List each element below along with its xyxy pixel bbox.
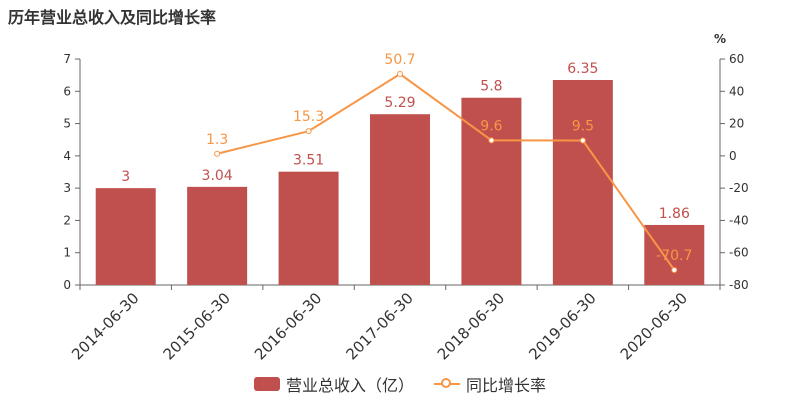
bar-value-label: 1.86	[659, 206, 690, 222]
legend-swatch-revenue	[253, 377, 280, 391]
y-left-tick-label: 4	[63, 149, 71, 163]
bar	[187, 186, 248, 285]
legend: 营业总收入（亿） 同比增长率	[0, 372, 800, 396]
x-tick-label: 2014-06-30	[68, 289, 142, 363]
legend-label-growth: 同比增长率	[466, 376, 547, 395]
y-right-unit-label: %	[714, 32, 726, 46]
growth-value-label: 9.6	[480, 118, 502, 134]
legend-item-growth[interactable]: 同比增长率	[434, 372, 546, 396]
legend-item-revenue[interactable]: 营业总收入（亿）	[253, 372, 414, 396]
bar	[370, 114, 430, 285]
chart-title: 历年营业总收入及同比增长率	[8, 8, 217, 27]
legend-swatch-growth	[434, 377, 460, 391]
x-tick-label: 2016-06-30	[251, 289, 325, 363]
bar	[95, 188, 156, 285]
x-tick-label: 2020-06-30	[617, 289, 691, 363]
growth-point	[579, 137, 586, 144]
bar-value-label: 6.35	[567, 61, 598, 77]
y-right-tick-label: -20	[729, 181, 749, 195]
growth-point	[488, 137, 495, 144]
growth-point	[671, 266, 678, 273]
bar-value-label: 3.51	[293, 153, 324, 169]
growth-value-label: 9.5	[572, 119, 594, 135]
growth-value-label: 50.7	[384, 52, 415, 68]
y-left-tick-label: 5	[63, 117, 71, 131]
y-right-tick-label: 60	[729, 52, 744, 66]
x-tick-label: 2017-06-30	[342, 289, 416, 363]
growth-value-label: 1.3	[206, 132, 228, 148]
growth-value-label: -70.7	[656, 248, 692, 264]
bar	[552, 79, 613, 285]
y-left-tick-label: 2	[63, 213, 71, 227]
growth-value-label: 15.3	[293, 109, 324, 125]
bar-value-label: 3	[121, 169, 130, 185]
growth-point	[397, 71, 403, 78]
y-right-tick-label: 20	[729, 117, 744, 131]
y-left-tick-label: 1	[63, 246, 71, 260]
growth-point	[214, 150, 221, 157]
y-left-tick-label: 7	[63, 52, 71, 66]
y-right-tick-label: 0	[729, 149, 737, 163]
y-left-tick-label: 6	[63, 84, 71, 98]
bar	[278, 171, 339, 285]
y-right-tick-label: -60	[729, 246, 749, 260]
x-tick-label: 2019-06-30	[525, 289, 599, 363]
y-right-tick-label: -80	[729, 278, 749, 292]
legend-label-revenue: 营业总收入（亿）	[285, 376, 414, 395]
y-left-tick-label: 0	[63, 278, 71, 292]
x-tick-label: 2018-06-30	[434, 289, 508, 363]
bar-value-label: 5.8	[480, 79, 502, 95]
growth-point	[305, 128, 312, 135]
x-tick-label: 2015-06-30	[160, 289, 234, 363]
y-right-tick-label: 40	[729, 84, 744, 98]
y-right-tick-label: -40	[729, 213, 749, 227]
y-left-tick-label: 3	[63, 181, 71, 195]
bar	[461, 97, 522, 285]
bar-value-label: 3.04	[202, 168, 233, 184]
bar-value-label: 5.29	[384, 95, 415, 111]
growth-line	[216, 72, 676, 271]
bar	[644, 224, 705, 285]
